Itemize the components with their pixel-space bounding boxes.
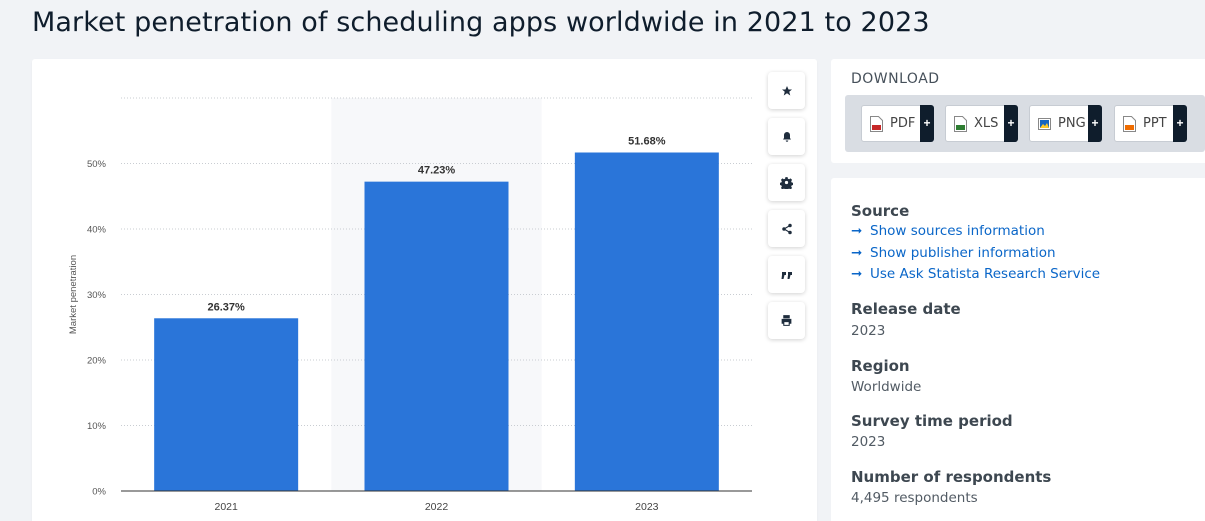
release-date-value: 2023 [851,323,886,339]
gear-icon [780,177,793,189]
download-title: DOWNLOAD [851,71,940,87]
arrow-right-icon: ➞ [851,223,863,239]
show-sources-link[interactable]: ➞ Show sources information [851,223,1045,239]
cite-button[interactable] [768,256,805,293]
download-pdf-button[interactable]: PDF + [861,105,934,142]
plus-icon: + [920,105,934,142]
region-heading: Region [851,357,910,375]
arrow-right-icon: ➞ [851,266,863,282]
plus-icon: + [1173,105,1187,142]
chart-card: 0% 10% 20% 30% 40% 50% Market penetration 26.37… [32,59,817,521]
y-axis-label: Market penetration [68,255,79,334]
y-tick-label: 30% [87,290,107,301]
ppt-file-icon [1123,116,1136,132]
plus-icon: + [1088,105,1102,142]
print-button[interactable] [768,302,805,339]
x-tick-label: 2023 [635,501,659,513]
arrow-right-icon: ➞ [851,245,863,261]
statistic-info-panel: Source ➞ Show sources information ➞ Show p… [831,178,1205,521]
x-tick-label: 2022 [425,501,449,513]
show-publisher-link[interactable]: ➞ Show publisher information [851,245,1056,261]
bell-icon [782,131,791,142]
notification-button[interactable] [768,118,805,155]
source-heading: Source [851,202,910,220]
x-tick-label: 2021 [214,501,238,513]
quote-icon [781,271,792,279]
download-ppt-button[interactable]: PPT + [1114,105,1187,142]
page-title: Market penetration of scheduling apps wo… [32,7,930,38]
settings-button[interactable] [768,164,805,201]
plus-icon: + [1004,105,1018,142]
respondents-heading: Number of respondents [851,468,1052,486]
region-value: Worldwide [851,379,922,395]
y-tick-label: 0% [92,487,106,498]
star-icon [781,85,792,95]
y-tick-label: 50% [87,159,107,170]
download-ppt-label: PPT [1143,116,1167,131]
bar-chart: 0% 10% 20% 30% 40% 50% Market penetration 26.37… [68,97,752,513]
research-service-label: Use Ask Statista Research Service [870,266,1101,282]
research-service-link[interactable]: ➞ Use Ask Statista Research Service [851,266,1100,282]
xls-file-icon [954,116,967,132]
data-label: 47.23% [418,165,456,177]
download-tray: PDF + XLS + PNG + PPT + [845,95,1205,152]
show-publisher-label: Show publisher information [870,245,1056,261]
png-file-icon [1038,118,1051,130]
release-date-heading: Release date [851,300,961,318]
data-label: 51.68% [628,135,666,147]
download-pdf-label: PDF [890,116,916,131]
share-button[interactable] [768,210,805,247]
data-label: 26.37% [208,301,246,313]
download-xls-label: XLS [974,116,999,131]
show-sources-label: Show sources information [870,223,1045,239]
print-icon [781,315,792,326]
download-png-label: PNG [1058,116,1086,131]
download-xls-button[interactable]: XLS + [945,105,1018,142]
y-tick-label: 40% [87,225,107,236]
pdf-file-icon [870,116,883,132]
bar [154,318,299,491]
bar [364,181,509,491]
respondents-value: 4,495 respondents [851,490,978,506]
survey-period-heading: Survey time period [851,412,1013,430]
survey-period-value: 2023 [851,434,886,450]
favorite-button[interactable] [768,72,805,109]
share-icon [781,223,792,234]
y-tick-label: 10% [87,421,107,432]
download-panel: DOWNLOAD PDF + XLS + PNG + PPT + [831,59,1205,163]
y-tick-label: 20% [87,356,107,367]
bar [574,152,719,491]
download-png-button[interactable]: PNG + [1029,105,1102,142]
